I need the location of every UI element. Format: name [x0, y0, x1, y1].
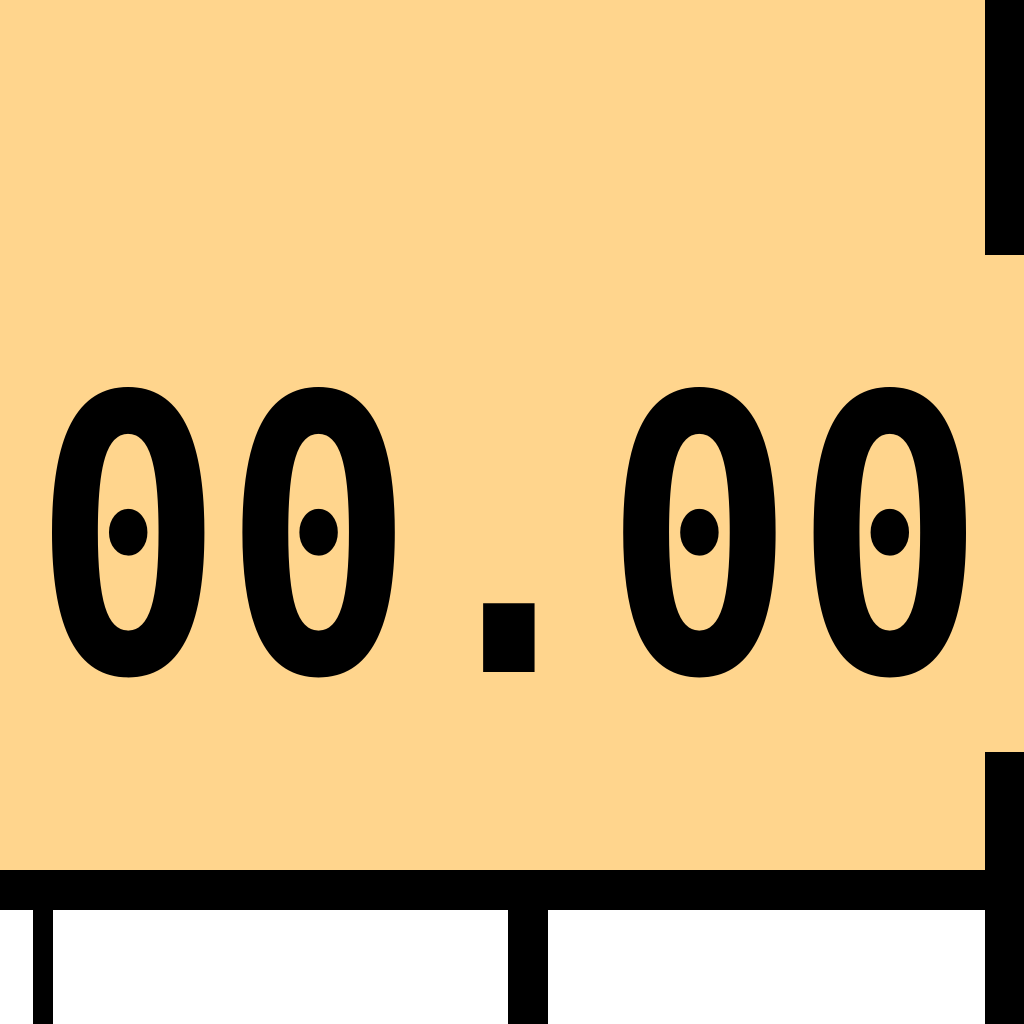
- display-value: 00.00: [33, 316, 985, 763]
- panel-border: [985, 0, 1024, 255]
- panel-gap: [985, 255, 1024, 752]
- display-panel: [0, 0, 985, 870]
- panel-border: [0, 870, 1024, 910]
- button-divider: [33, 910, 53, 1024]
- button-row: [0, 910, 985, 1024]
- button-divider: [508, 910, 548, 1024]
